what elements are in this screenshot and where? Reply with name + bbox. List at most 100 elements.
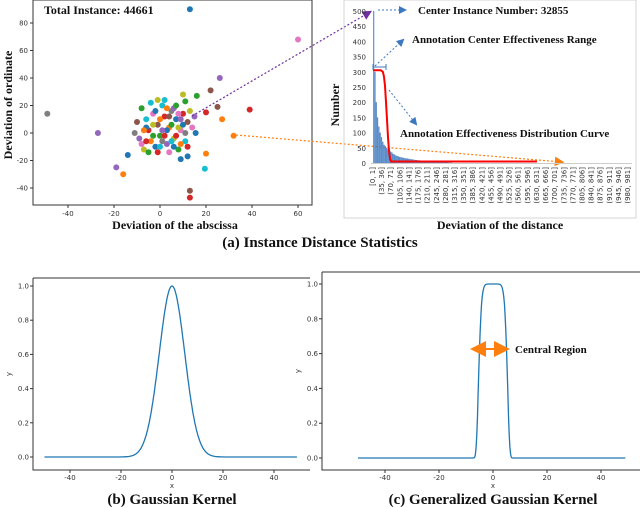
y-tick-label: 0.4	[18, 385, 30, 393]
distribution-curve-annotation: Annotation Effectiveness Distribution Cu…	[400, 128, 609, 140]
scatter-point	[140, 146, 147, 153]
scatter-point	[136, 135, 143, 142]
y-tick-label: 500	[353, 8, 366, 16]
histogram-bar	[444, 162, 446, 163]
scatter-point	[163, 127, 170, 134]
scatter-point	[150, 121, 157, 128]
histogram-bar	[384, 146, 387, 163]
scatter-point	[175, 124, 182, 131]
scatter-point	[157, 143, 163, 150]
x-tick-label: (385, 386]	[469, 167, 477, 204]
histogram-bar	[386, 147, 388, 163]
x-tick-label: (210, 211]	[424, 167, 432, 204]
scatter-point	[177, 156, 184, 163]
scatter-point	[159, 127, 166, 134]
histogram-bar	[375, 102, 377, 163]
x-tick-label: (595, 596]	[524, 167, 532, 204]
x-tick-label: (630, 631]	[533, 167, 541, 204]
scatter-point	[138, 141, 145, 147]
y-tick-label: 250	[353, 84, 366, 92]
scatter-point	[131, 130, 138, 136]
x-tick-label: (910, 911]	[606, 167, 614, 204]
histogram-bar	[387, 149, 389, 163]
y-tick-label: 80	[19, 20, 28, 28]
generalized-gaussian-kernel-chart: -40 -20 0 20 40 0.0 0.2 0.4 0.6 0.8 1.0 x y	[294, 271, 640, 490]
scatter-point	[154, 97, 161, 103]
scatter-point	[177, 141, 184, 147]
histogram-bar	[374, 71, 376, 163]
scatter-point	[145, 149, 152, 156]
y-tick-label: 40	[19, 75, 28, 83]
x-tick-label: (490, 491]	[497, 167, 505, 204]
scatter-point	[154, 149, 161, 156]
scatter-point	[157, 132, 163, 139]
histogram-bar	[447, 162, 449, 163]
plot-frame	[32, 0, 313, 206]
scatter-point	[203, 150, 209, 157]
x-tick-label: 60	[294, 210, 303, 218]
scatter-point	[216, 75, 223, 81]
scatter-point	[147, 138, 154, 145]
center-instance-annotation: Center Instance Number: 32855	[418, 5, 569, 17]
center-range-annotation: Annotation Center Effectiveness Range	[412, 34, 597, 46]
y-tick-label: 50	[357, 145, 366, 153]
scatter-point	[214, 103, 221, 110]
histogram-bar	[439, 162, 441, 163]
x-tick-label: 40	[270, 474, 279, 482]
y-tick-label: 0.0	[307, 455, 318, 463]
y-tick-label: 400	[353, 38, 366, 46]
scatter-point	[180, 110, 186, 117]
scatter-point	[159, 138, 166, 145]
scatter-point	[180, 91, 186, 98]
histogram-bar	[393, 154, 396, 163]
histogram-bar	[378, 126, 380, 163]
scatter-point	[120, 171, 127, 178]
x-tick-label: 20	[202, 210, 211, 218]
x-axis-label: x	[170, 482, 174, 490]
hist-ylabel: Number	[328, 83, 342, 126]
x-tick-label: 40	[248, 210, 257, 218]
scatter-point	[201, 165, 208, 172]
scatter-point	[184, 143, 191, 150]
histogram-bar	[396, 156, 398, 163]
scatter-point	[168, 121, 175, 128]
histogram-bar	[443, 162, 445, 163]
scatter-point	[186, 187, 193, 194]
x-tick-label: (945, 946]	[615, 167, 623, 204]
x-tick-label: (770, 771]	[569, 167, 577, 204]
scatter-point	[186, 108, 193, 114]
y-tick-label: 20	[19, 102, 28, 110]
scatter-point	[193, 92, 200, 99]
scatter-xlabel: Deviation of the abscissa	[112, 218, 238, 232]
plot-frame	[32, 277, 310, 471]
x-tick-label: (525, 526]	[506, 167, 514, 204]
y-tick-label: 0.8	[307, 315, 318, 323]
histogram-bar	[402, 157, 405, 163]
histogram-chart: 0 50 100 150 200 250 300 350 400 450 500 [0, 1] (35,…	[343, 0, 637, 219]
y-tick-label: 0.4	[307, 385, 319, 393]
scatter-point	[134, 119, 140, 125]
x-tick-label: -40	[379, 474, 390, 482]
scatter-point	[168, 138, 175, 145]
scatter-point	[44, 110, 51, 117]
scatter-point	[173, 102, 180, 109]
x-tick-label: (875, 876]	[597, 167, 605, 204]
x-tick-label: (455, 456]	[487, 167, 495, 204]
scatter-point	[191, 113, 198, 120]
scatter-point	[150, 132, 157, 139]
x-tick-label: (980, 981]	[624, 167, 632, 204]
x-tick-label: (560, 561]	[515, 167, 523, 204]
scatter-point	[143, 116, 150, 123]
histogram-bar	[397, 156, 400, 163]
scatter-point	[184, 153, 191, 160]
x-tick-label: 40	[597, 474, 606, 482]
histogram-bar	[392, 153, 394, 163]
y-tick-label: 0	[362, 160, 366, 168]
y-tick-label: 0	[24, 130, 28, 138]
scatter-point	[152, 108, 159, 114]
x-tick-label: (280, 281]	[442, 167, 450, 204]
chart-frame	[343, 0, 637, 219]
scatter-point	[154, 121, 161, 128]
x-tick-label: (245, 246]	[433, 167, 441, 204]
